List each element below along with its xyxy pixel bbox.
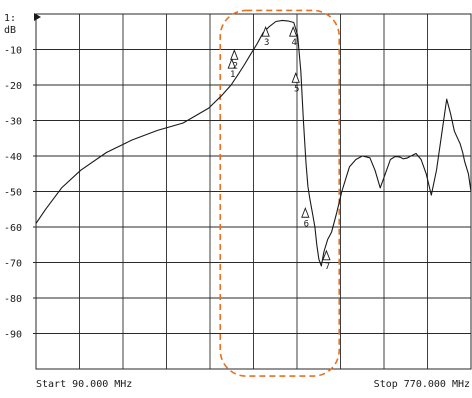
y-axis-unit: dB bbox=[4, 25, 16, 36]
x-start-label: Start 90.000 MHz bbox=[36, 379, 132, 390]
marker-4-icon bbox=[289, 25, 298, 37]
grid bbox=[33, 13, 472, 370]
marker-5-icon bbox=[291, 72, 300, 83]
y-tick-label: -40 bbox=[4, 152, 22, 163]
marker-layer: 12 3 4 5 6 7 bbox=[227, 25, 331, 272]
marker-header: 1: bbox=[4, 13, 16, 24]
marker-6-icon bbox=[301, 207, 310, 218]
y-tick-label: -80 bbox=[4, 294, 22, 305]
y-tick-label: -20 bbox=[4, 81, 22, 92]
trace-layer bbox=[35, 19, 472, 267]
reference-marker-icon bbox=[34, 13, 41, 21]
annotations bbox=[219, 9, 341, 377]
y-tick-label: -30 bbox=[4, 117, 22, 128]
y-tick-label: -90 bbox=[4, 330, 22, 341]
marker-3-label: 3 bbox=[264, 38, 269, 48]
marker-2-label: 2 bbox=[233, 61, 238, 71]
marker-7-label: 7 bbox=[325, 262, 330, 272]
x-stop-label: Stop 770.000 MHz bbox=[374, 379, 470, 390]
marker-5-label: 5 bbox=[294, 84, 299, 94]
marker-1-icon bbox=[227, 57, 236, 69]
marker-2-icon bbox=[230, 49, 239, 60]
trace-line bbox=[35, 19, 472, 267]
marker-4-label: 4 bbox=[291, 38, 296, 48]
marker-7-icon bbox=[322, 249, 331, 261]
marker-6-label: 6 bbox=[304, 219, 309, 229]
y-tick-label: -70 bbox=[4, 259, 22, 270]
axis-labels: 1:dB -10 -20 -30 -40 -50 -60 -70 -80 -90 Start 90.… bbox=[4, 13, 470, 390]
y-tick-label: -10 bbox=[4, 46, 22, 57]
marker-3-icon bbox=[261, 25, 270, 37]
highlight-box bbox=[219, 9, 341, 377]
y-tick-label: -50 bbox=[4, 188, 22, 199]
y-tick-label: -60 bbox=[4, 223, 22, 234]
marker-1-label: 1 bbox=[230, 70, 235, 80]
